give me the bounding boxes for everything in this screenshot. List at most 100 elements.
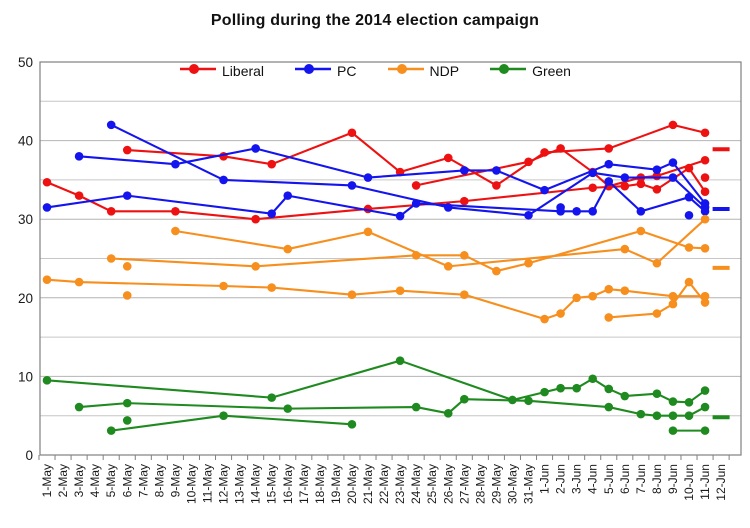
x-axis-label: 8-Jun <box>650 464 664 494</box>
data-point <box>700 155 710 165</box>
data-point <box>636 207 646 216</box>
data-point <box>620 173 630 182</box>
legend-item-liberal: Liberal <box>179 62 264 80</box>
x-axis-label: 6-May <box>120 464 134 497</box>
data-point <box>106 254 116 263</box>
data-point <box>106 120 116 130</box>
data-point <box>700 386 710 395</box>
data-point <box>700 128 710 138</box>
data-point <box>74 402 84 412</box>
series-pc-track3 <box>42 177 710 221</box>
x-axis-label: 9-May <box>168 464 182 497</box>
legend: Liberal PC NDP Green <box>0 62 750 80</box>
plot-border <box>39 61 742 456</box>
data-point <box>652 185 662 194</box>
data-point <box>524 157 533 167</box>
data-point <box>700 426 710 435</box>
data-point <box>411 181 421 190</box>
data-point <box>443 262 453 271</box>
legend-label-ndp: NDP <box>429 63 460 79</box>
series-line <box>45 359 707 404</box>
data-point <box>74 277 84 287</box>
data-point <box>251 262 260 271</box>
data-point <box>411 402 421 412</box>
x-axis-label: 23-May <box>393 464 407 504</box>
x-axis-label: 5-Jun <box>602 464 616 494</box>
final-result-dashes <box>712 147 730 420</box>
x-axis-labels: 1-May 2-May 3-May 4-May 5-May 6-May 7-May 8-May… <box>40 464 728 504</box>
data-point <box>572 383 581 393</box>
data-point <box>572 207 581 216</box>
data-point <box>267 283 277 292</box>
data-point <box>171 159 180 169</box>
data-point <box>122 191 132 200</box>
data-point <box>684 277 694 287</box>
x-axis-label: 30-May <box>505 464 519 504</box>
data-point <box>684 398 694 407</box>
data-point <box>620 181 630 191</box>
data-point <box>74 191 84 200</box>
data-point <box>604 402 614 412</box>
data-point <box>106 426 116 435</box>
x-axis-label: 1-Jun <box>538 464 552 494</box>
y-axis-label: 40 <box>18 134 33 149</box>
data-point <box>492 166 501 175</box>
data-point <box>588 291 597 301</box>
x-axis-label: 7-May <box>136 464 150 497</box>
data-point <box>556 309 565 318</box>
y-axis-label: 50 <box>18 55 33 70</box>
x-axis-label: 27-May <box>457 464 471 504</box>
data-point <box>668 411 678 421</box>
data-point <box>540 185 549 195</box>
y-axis-label: 20 <box>18 291 33 306</box>
data-point <box>668 173 678 182</box>
data-point <box>122 262 132 271</box>
data-point <box>411 199 421 208</box>
x-axis-label: 24-May <box>409 464 423 504</box>
data-point <box>556 144 565 153</box>
y-axis-label: 10 <box>18 369 33 384</box>
data-point <box>42 177 52 187</box>
data-point <box>267 393 277 402</box>
data-point <box>106 207 116 216</box>
legend-label-liberal: Liberal <box>222 63 265 79</box>
data-point <box>652 309 662 318</box>
x-axis-label: 11-Jun <box>698 464 712 500</box>
series-line <box>110 414 354 432</box>
series-liberal-track2 <box>122 120 710 190</box>
data-point <box>443 153 453 163</box>
data-point <box>652 258 662 268</box>
data-point <box>700 173 710 182</box>
series-line <box>110 229 707 273</box>
series-green-track2 <box>74 394 710 421</box>
data-point <box>620 244 630 254</box>
x-axis-label: 11-May <box>201 464 215 503</box>
data-point <box>588 168 597 178</box>
x-axis-label: 18-May <box>313 464 327 504</box>
x-axis-label: 7-Jun <box>634 464 648 494</box>
x-axis-label: 3-May <box>72 464 86 497</box>
data-point <box>668 120 678 130</box>
data-point <box>443 409 453 418</box>
data-point <box>540 387 549 397</box>
data-point <box>363 227 373 237</box>
x-axis-label: 14-May <box>249 464 263 504</box>
x-axis-label: 6-Jun <box>618 464 632 494</box>
data-point <box>363 173 373 182</box>
series-green-track1 <box>42 356 710 407</box>
y-axis-label: 30 <box>18 212 33 227</box>
x-axis-label: 22-May <box>377 464 391 504</box>
x-axis-label: 28-May <box>473 464 487 504</box>
data-point <box>684 210 694 220</box>
x-axis-label: 29-May <box>489 464 503 504</box>
data-point <box>122 291 132 300</box>
data-point <box>492 266 501 276</box>
series-ndp-track1 <box>42 275 710 324</box>
series-ndp-track4 <box>604 277 710 322</box>
data-point <box>668 426 678 435</box>
x-axis-ticks <box>38 455 730 460</box>
data-point <box>42 203 52 212</box>
x-axis-label: 12-Jun <box>714 464 728 501</box>
data-point <box>700 207 710 216</box>
data-point <box>460 251 469 260</box>
